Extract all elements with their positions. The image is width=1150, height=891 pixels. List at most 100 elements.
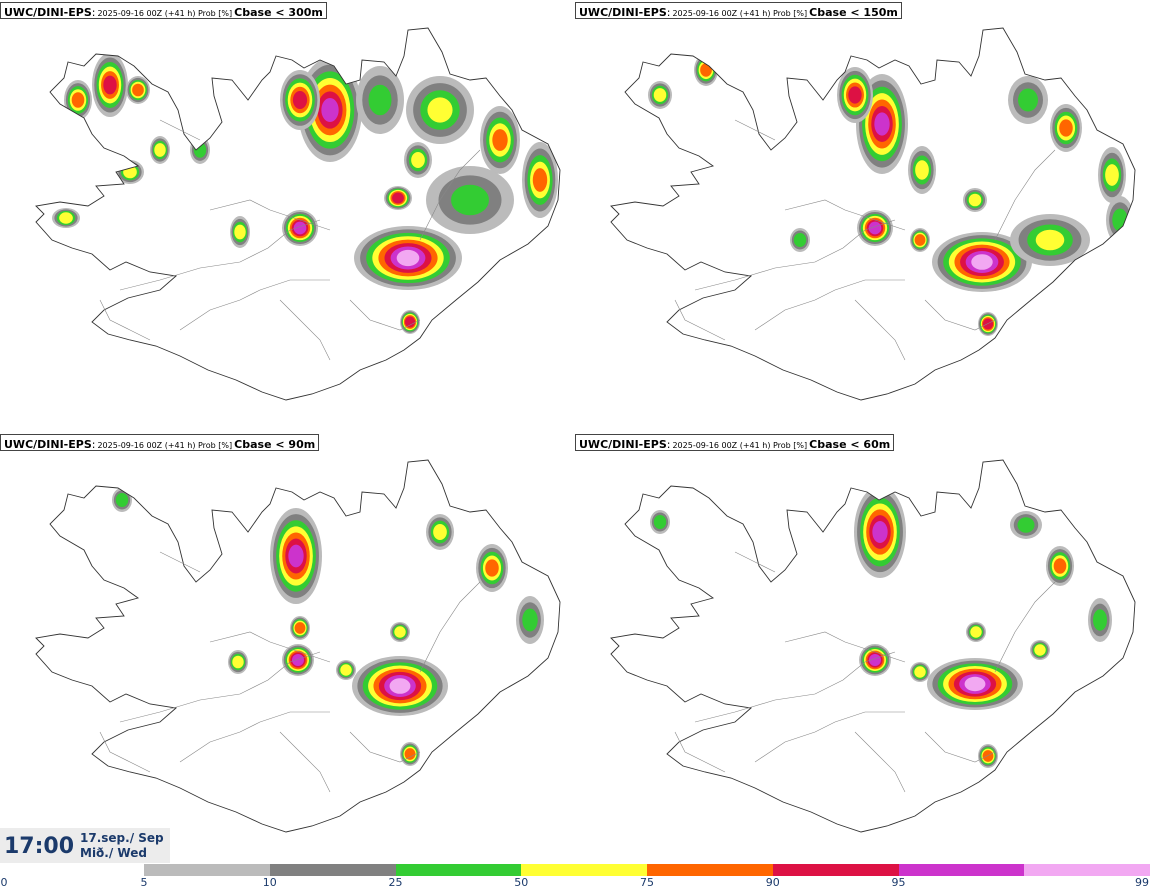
colorbar-tick-label: 5 [140, 876, 148, 889]
probability-contour [1035, 229, 1065, 251]
probability-contour [321, 98, 339, 122]
probability-contour [451, 184, 489, 216]
boundary-line [754, 279, 905, 331]
probability-contour [793, 233, 807, 247]
map-panel-cbase-90: UWC/DINI-EPS: 2025-09-16 00Z (+41 h) Prob… [0, 432, 575, 860]
boundary-line [924, 299, 996, 331]
probability-contour [492, 129, 508, 151]
model-name: UWC/DINI-EPS [579, 6, 667, 19]
boundary-line [694, 219, 896, 291]
boundary-line [179, 279, 330, 331]
probability-contour [653, 515, 667, 529]
probability-contour [433, 524, 447, 540]
boundary-line [349, 299, 421, 331]
probability-contour [394, 626, 406, 638]
map-panel-cbase-300: UWC/DINI-EPS: 2025-09-16 00Z (+41 h) Prob… [0, 0, 575, 428]
coastline [610, 459, 1136, 833]
coastline [610, 27, 1136, 401]
map-panel-cbase-150: UWC/DINI-EPS: 2025-09-16 00Z (+41 h) Prob… [575, 0, 1150, 428]
probability-contour [982, 318, 994, 330]
probability-contour [115, 493, 129, 507]
probability-contour [396, 249, 420, 267]
boundary-line [119, 219, 321, 291]
boundary-line [159, 119, 201, 141]
probability-contour [389, 678, 411, 694]
boundary-line [854, 731, 906, 793]
probability-contour [700, 63, 712, 77]
boundary-line [694, 651, 896, 723]
colorbar-segment [647, 864, 773, 876]
probability-contour [293, 221, 307, 235]
colorbar-segment [269, 864, 396, 876]
boundary-line [734, 551, 776, 573]
probability-contour [340, 664, 352, 676]
coastline [35, 459, 561, 833]
probability-contour [294, 622, 306, 634]
valid-time-date: 17.sep./ Sep [80, 831, 164, 845]
probability-contour [1093, 609, 1107, 631]
boundary-line [209, 631, 331, 663]
probability-contour [132, 83, 144, 97]
probability-contour [234, 224, 246, 240]
probability-contour [123, 165, 137, 179]
model-name: UWC/DINI-EPS [4, 438, 92, 451]
boundary-line [924, 731, 996, 763]
probability-colorbar [144, 864, 1150, 876]
colorbar-tick-label: 75 [640, 876, 654, 889]
colorbar-segment [521, 864, 647, 876]
model-name: UWC/DINI-EPS [579, 438, 667, 451]
run-info: 2025-09-16 00Z (+41 h) Prob [%] [97, 9, 233, 18]
model-name: UWC/DINI-EPS [4, 6, 92, 19]
boundary-line [279, 299, 331, 361]
probability-contour [848, 86, 862, 104]
probability-contour [232, 655, 244, 669]
probability-contour [1018, 88, 1038, 112]
boundary-line [854, 299, 906, 361]
coastline [35, 27, 561, 401]
colorbar-tick-label: 0 [0, 876, 8, 889]
boundary-line [159, 551, 201, 573]
colorbar-tick-label: 99 [1135, 876, 1149, 889]
probability-contour [392, 192, 404, 204]
colorbar-tick-label: 95 [891, 876, 906, 889]
probability-contour [522, 608, 538, 632]
variable-name: Cbase < 300m [234, 6, 323, 19]
boundary-line [179, 711, 330, 763]
panel-title: UWC/DINI-EPS: 2025-09-16 00Z (+41 h) Prob… [575, 434, 895, 451]
probability-contour [874, 112, 890, 136]
probability-contour [964, 676, 986, 692]
probability-contour [154, 143, 166, 157]
probability-contour [872, 521, 888, 543]
colorbar-tick-label: 90 [765, 876, 780, 889]
boundary-line [99, 299, 151, 341]
panel-title: UWC/DINI-EPS: 2025-09-16 00Z (+41 h) Prob… [575, 2, 902, 19]
boundary-line [419, 149, 481, 241]
probability-contour [1053, 558, 1067, 574]
probability-contour [103, 75, 117, 95]
iceland-map [35, 27, 561, 401]
probability-contour [532, 168, 548, 192]
probability-contour [915, 160, 929, 180]
probability-contour [1105, 164, 1119, 186]
boundary-line [349, 731, 421, 763]
boundary-line [99, 731, 151, 773]
probability-contour [653, 88, 667, 102]
panel-title: UWC/DINI-EPS: 2025-09-16 00Z (+41 h) Prob… [0, 434, 320, 451]
boundary-line [674, 299, 726, 341]
probability-contour [968, 193, 982, 207]
colorbar-segment [395, 864, 522, 876]
probability-contour [970, 626, 982, 638]
probability-contour [1017, 517, 1035, 533]
variable-name: Cbase < 60m [809, 438, 891, 451]
map-panel-cbase-60: UWC/DINI-EPS: 2025-09-16 00Z (+41 h) Prob… [575, 432, 1150, 860]
iceland-map [35, 459, 561, 833]
probability-contour [914, 666, 926, 678]
colorbar-tick-label: 50 [514, 876, 529, 889]
valid-time-hour: 17:00 [4, 834, 75, 859]
probability-contour [869, 654, 881, 666]
probability-contour [1059, 119, 1073, 137]
probability-contour [368, 84, 392, 116]
probability-contour [288, 544, 304, 568]
run-info: 2025-09-16 00Z (+41 h) Prob [%] [672, 441, 808, 450]
probability-contour [982, 750, 994, 762]
